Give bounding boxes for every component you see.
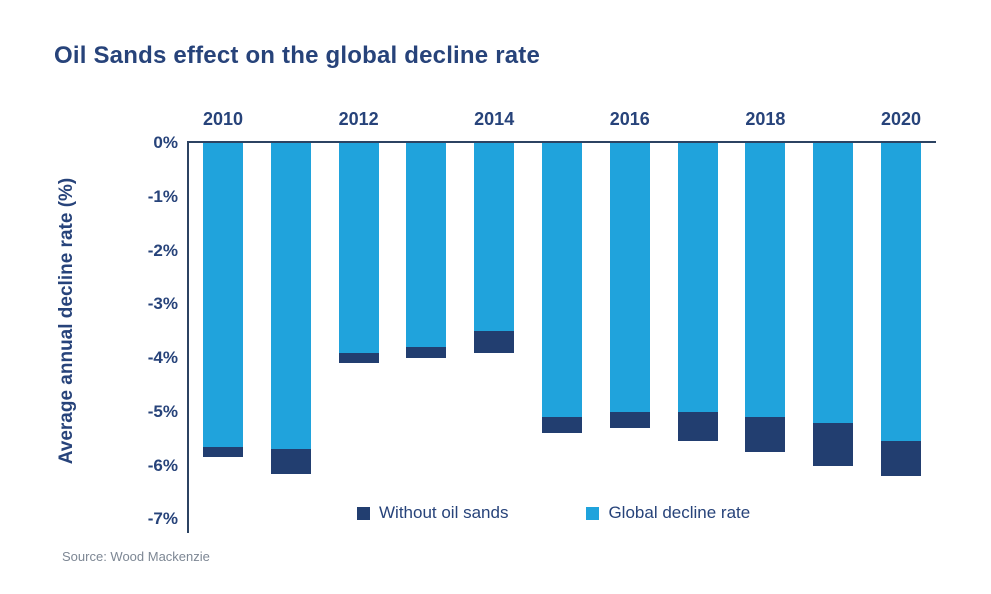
bar-2014 [474, 143, 515, 353]
bar-2010-without-oil-sands-segment [203, 446, 243, 458]
bar-2016-without-oil-sands-segment [609, 411, 650, 428]
bar-2019-without-oil-sands-segment [813, 422, 854, 466]
y-axis-line [187, 141, 189, 533]
legend-item-without-oil-sands: Without oil sands [357, 503, 508, 523]
bar-2012-global-decline-segment [338, 143, 379, 353]
bar-2012 [338, 143, 379, 364]
x-year-label: 2020 [880, 109, 922, 129]
y-tick-label: -2% [147, 240, 178, 260]
bar-2019 [813, 143, 854, 466]
y-tick-label: -7% [147, 509, 178, 529]
y-tick-label: -4% [147, 348, 178, 368]
bar-2020-without-oil-sands-segment [881, 441, 921, 477]
x-year-label: 2016 [609, 109, 650, 129]
bar-2016-global-decline-segment [609, 143, 650, 412]
bar-2014-global-decline-segment [474, 143, 515, 332]
x-axis-line [187, 141, 936, 143]
bar-2020-global-decline-segment [881, 143, 921, 442]
y-tick-label: -3% [147, 294, 178, 314]
bar-2012-without-oil-sands-segment [338, 352, 379, 364]
bar-2011 [270, 143, 311, 474]
bar-2018-without-oil-sands-segment [745, 417, 786, 453]
bar-2013-without-oil-sands-segment [406, 347, 447, 359]
bar-2013 [406, 143, 447, 359]
legend-item-global-decline-rate: Global decline rate [586, 503, 750, 523]
legend-swatch-navy-icon [357, 506, 370, 520]
bar-2017-global-decline-segment [677, 143, 718, 412]
bar-2018-global-decline-segment [745, 143, 786, 418]
bar-2017 [677, 143, 718, 442]
legend-label-without-oil-sands: Without oil sands [379, 503, 509, 522]
y-tick-label: -5% [147, 401, 178, 421]
bar-2018 [745, 143, 786, 453]
y-axis-title: Average annual decline rate (%) [56, 177, 77, 465]
y-tick-label: 0% [153, 133, 178, 152]
x-year-label: 2010 [202, 109, 244, 129]
bar-2017-without-oil-sands-segment [677, 411, 718, 442]
legend: Without oil sands Global decline rate [357, 503, 750, 523]
x-year-label: 2018 [745, 109, 786, 129]
bar-2016 [609, 143, 650, 428]
source-note: Source: Wood Mackenzie [62, 549, 210, 564]
bar-2019-global-decline-segment [813, 143, 854, 423]
bar-2015-global-decline-segment [542, 143, 582, 418]
bar-2014-without-oil-sands-segment [474, 331, 515, 353]
bar-2010-global-decline-segment [203, 143, 243, 447]
y-tick-label: -1% [147, 186, 178, 206]
bar-2011-without-oil-sands-segment [270, 449, 311, 474]
x-year-label: 2014 [474, 109, 515, 129]
bar-2013-global-decline-segment [406, 143, 447, 348]
y-tick-label: -6% [147, 455, 178, 475]
bar-2010 [203, 143, 243, 458]
legend-label-global-decline-rate: Global decline rate [608, 503, 751, 522]
bar-2020 [881, 143, 921, 477]
bar-2015-without-oil-sands-segment [542, 417, 582, 434]
chart-title: Oil Sands effect on the global decline r… [54, 42, 541, 69]
bar-2015 [542, 143, 582, 434]
x-year-label: 2012 [338, 109, 379, 129]
bar-2011-global-decline-segment [270, 143, 311, 450]
legend-swatch-lightblue-icon [586, 506, 600, 520]
